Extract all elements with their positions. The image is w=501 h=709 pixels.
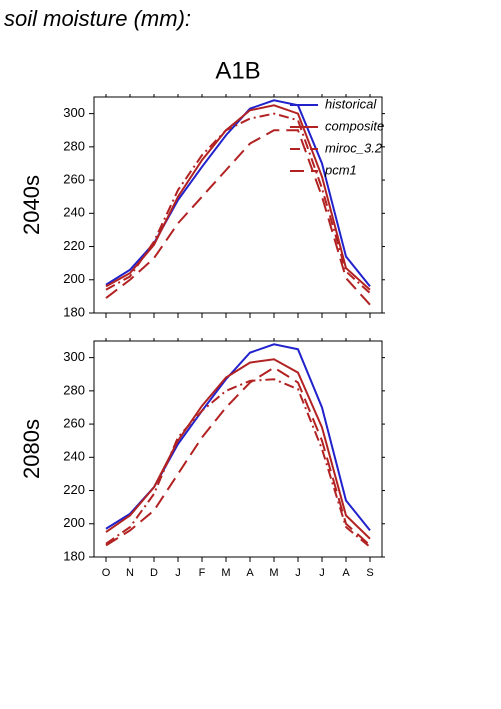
y-tick-label: 240 [63,449,85,464]
x-tick-label: J [295,567,301,579]
figure-title: soil moisture (mm): [4,6,191,31]
y-tick-label: 200 [63,271,85,286]
y-tick-label: 300 [63,349,85,364]
x-tick-label: F [199,567,206,579]
y-tick-label: 180 [63,304,85,319]
legend-label: miroc_3.2 [325,140,383,155]
legend-label: pcm1 [324,162,357,177]
series-line [105,366,371,547]
plot-frame [93,96,383,314]
series-line [105,129,371,306]
series-line [105,378,371,548]
y-tick-label: 180 [63,548,85,563]
x-tick-label: M [221,567,230,579]
series-line [105,358,371,540]
y-tick-label: 220 [63,482,85,497]
legend-label: composite [325,118,384,133]
y-tick-label: 260 [63,172,85,187]
legend-label: historical [325,96,377,111]
series-line [105,112,371,294]
x-tick-label: O [102,567,111,579]
x-tick-label: M [269,567,278,579]
y-tick-label: 220 [63,238,85,253]
y-tick-label: 260 [63,416,85,431]
y-axis-label: 2040s [19,175,44,235]
y-tick-label: 280 [63,138,85,153]
series-line [105,343,371,532]
x-tick-label: N [126,567,134,579]
x-tick-label: J [175,567,181,579]
x-tick-label: D [150,567,158,579]
scenario-title: A1B [215,57,260,84]
x-tick-label: A [246,567,254,579]
x-tick-label: S [366,567,373,579]
plot-frame [93,340,383,558]
y-tick-label: 280 [63,382,85,397]
x-tick-label: J [319,567,325,579]
y-tick-label: 300 [63,105,85,120]
y-axis-label: 2080s [19,419,44,479]
y-tick-label: 200 [63,515,85,530]
series-line [105,104,371,291]
x-tick-label: A [342,567,350,579]
y-tick-label: 240 [63,205,85,220]
